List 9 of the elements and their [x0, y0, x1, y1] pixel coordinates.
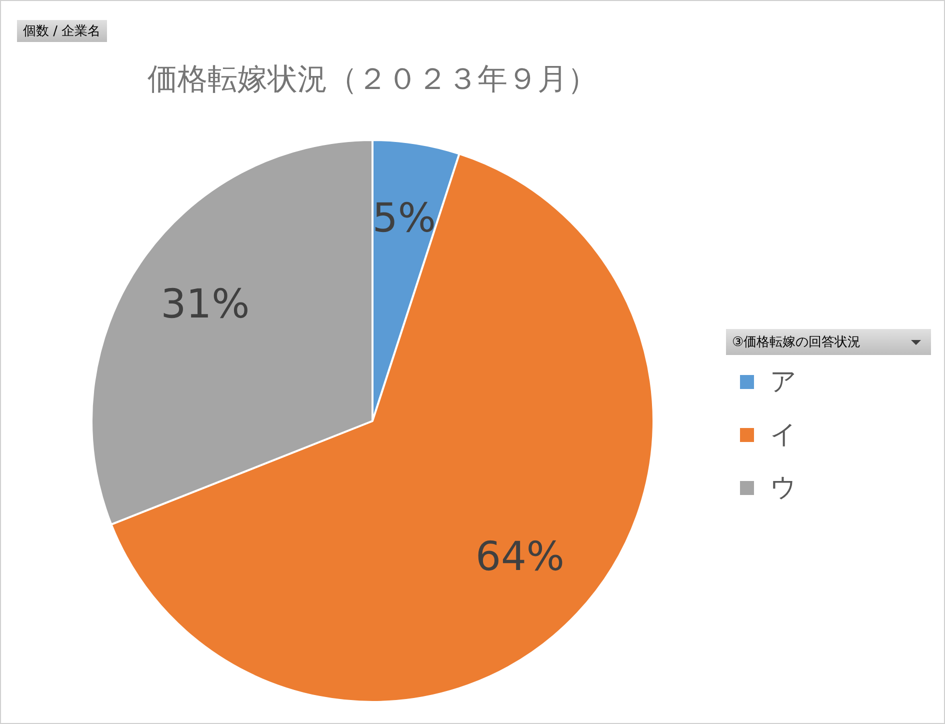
data-label: 5% [372, 196, 436, 242]
data-label: 31% [160, 282, 250, 328]
legend-label: イ [770, 419, 797, 452]
legend-label: ア [770, 366, 797, 399]
text: 個数 / 企業名 [17, 20, 107, 42]
chart-title: 価格転嫁状況（２０２３年９月） [148, 62, 598, 97]
legend-label: ウ [770, 472, 797, 505]
data-label: 64% [476, 534, 564, 580]
legend-title: ③価格転嫁の回答状況 [732, 335, 861, 350]
